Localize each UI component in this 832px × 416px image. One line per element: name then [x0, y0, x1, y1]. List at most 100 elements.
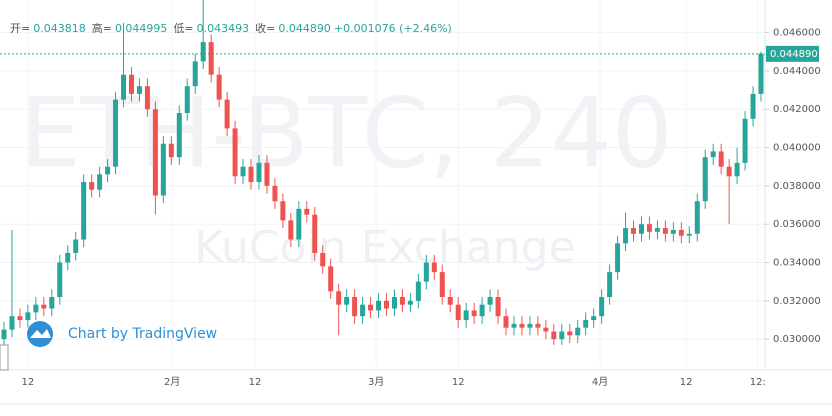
candle-body — [160, 143, 166, 196]
candle-body — [487, 297, 493, 305]
legend-value: 0.044890 — [278, 22, 331, 35]
candle-body — [718, 151, 724, 167]
candle-body — [591, 316, 597, 321]
candle-body — [168, 143, 174, 158]
candle-body — [399, 297, 405, 305]
candle-body — [638, 224, 644, 234]
candle-body — [423, 262, 429, 282]
candle-body — [272, 185, 278, 202]
candle-body — [543, 327, 549, 332]
candle-body — [113, 99, 119, 167]
watermark-symbol: ETH-BTC, 240 — [20, 77, 673, 189]
candle-body — [447, 297, 453, 305]
candle-body — [152, 109, 158, 196]
candle-body — [511, 323, 517, 328]
candle-body — [391, 297, 397, 309]
logo-icon — [30, 329, 51, 338]
candle-body — [216, 74, 222, 100]
candle-body — [726, 166, 732, 177]
last-price-box — [766, 45, 819, 62]
candle-body — [360, 304, 366, 317]
candle-body — [81, 182, 87, 240]
candle-body — [575, 327, 581, 336]
candle-body — [208, 42, 214, 75]
candles — [1, 0, 764, 347]
y-tick-label: 0.038000 — [773, 181, 821, 192]
candle-body — [702, 157, 708, 202]
y-tick-label: 0.030000 — [773, 334, 821, 345]
y-tick-label: 0.032000 — [773, 296, 821, 307]
y-tick-label: 0.046000 — [773, 28, 821, 39]
candle-body — [646, 224, 652, 232]
candle-body — [710, 151, 716, 158]
candle-body — [128, 74, 134, 94]
candle-body — [192, 61, 198, 87]
candle-body — [248, 166, 254, 183]
candle-body — [368, 304, 374, 311]
candle-body — [336, 291, 342, 305]
candle-body — [121, 74, 127, 100]
y-tick-label: 0.042000 — [773, 104, 821, 115]
candle-body — [89, 182, 95, 190]
y-tick-label: 0.040000 — [773, 143, 821, 154]
candle-body — [599, 297, 605, 317]
candle-body — [41, 304, 47, 309]
candle-body — [607, 272, 613, 298]
candle-body — [535, 323, 541, 328]
last-price-label: 0.044890 — [770, 49, 818, 60]
candle-body — [200, 42, 206, 62]
scroll-button[interactable] — [0, 344, 9, 371]
candle-body — [25, 312, 31, 321]
candle-body — [439, 272, 445, 298]
y-tick-label: 0.034000 — [773, 258, 821, 269]
candle-body — [678, 229, 684, 236]
candle-body — [224, 99, 230, 129]
candle-body — [264, 162, 270, 186]
candle-body — [615, 243, 621, 273]
candle-body — [455, 304, 461, 321]
candle-body — [184, 86, 190, 114]
candle-body — [288, 220, 294, 240]
candle-body — [583, 320, 589, 328]
candle-body — [463, 310, 469, 321]
legend-value: 0.043493 — [197, 22, 250, 35]
candle-body — [144, 86, 150, 110]
legend-label: 收= — [255, 21, 275, 35]
candle-body — [431, 262, 437, 273]
candle-body — [415, 281, 421, 301]
candle-body — [631, 228, 637, 234]
legend-label: 低= — [173, 22, 193, 35]
candle-body — [73, 239, 79, 253]
x-tick-label: 12: — [750, 377, 766, 388]
candle-body — [97, 174, 103, 190]
candle-body — [383, 300, 389, 309]
x-tick-label: 3月 — [368, 376, 384, 388]
candle-body — [296, 208, 302, 240]
candle-body — [240, 166, 246, 177]
legend-text: 开= 0.043818 高= 0.044995 低= 0.043493 收= 0.044890… — [10, 21, 452, 35]
candle-body — [623, 228, 629, 244]
candle-body — [1, 329, 7, 340]
logo-text: Chart by TradingView — [68, 326, 217, 342]
candle-body — [136, 86, 142, 94]
legend-value: 0.043818 — [33, 22, 86, 35]
candle-body — [328, 266, 334, 292]
x-tick-label: 12 — [680, 377, 693, 388]
x-tick-label: 12 — [22, 377, 35, 388]
candle-body — [320, 252, 326, 267]
legend-label: 高= — [92, 21, 112, 35]
candle-body — [471, 310, 477, 317]
candle-body — [758, 53, 764, 94]
candle-body — [686, 233, 692, 236]
candle-body — [734, 162, 740, 177]
candle-body — [105, 166, 111, 175]
candle-body — [527, 323, 533, 328]
candle-body — [256, 162, 262, 183]
x-tick-label: 2月 — [164, 376, 180, 388]
candle-body — [519, 323, 525, 328]
legend: 开= 0.043818 高= 0.044995 低= 0.043493 收= 0.044890… — [10, 21, 452, 35]
candle-body — [662, 228, 668, 234]
candle-body — [376, 300, 382, 311]
